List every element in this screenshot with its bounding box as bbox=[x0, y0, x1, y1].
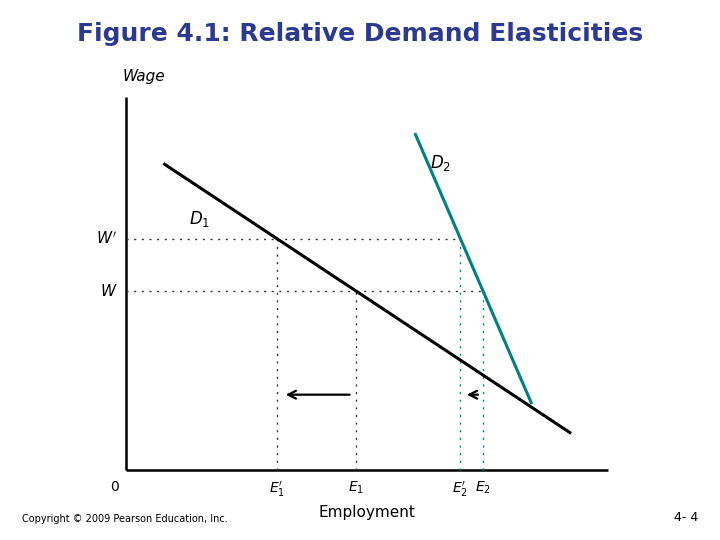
Text: $E_2'$: $E_2'$ bbox=[452, 480, 469, 499]
Text: $D_2$: $D_2$ bbox=[430, 153, 451, 173]
Text: Employment: Employment bbox=[319, 505, 415, 520]
Text: $W$: $W$ bbox=[100, 283, 117, 299]
Text: Wage: Wage bbox=[122, 69, 165, 84]
Text: $D_1$: $D_1$ bbox=[189, 209, 210, 229]
Text: 0: 0 bbox=[110, 480, 119, 494]
Text: $E_2$: $E_2$ bbox=[475, 480, 491, 496]
Text: $W'$: $W'$ bbox=[96, 231, 117, 247]
Text: Copyright © 2009 Pearson Education, Inc.: Copyright © 2009 Pearson Education, Inc. bbox=[22, 514, 228, 524]
Text: $E_1'$: $E_1'$ bbox=[269, 480, 285, 499]
Text: $E_1$: $E_1$ bbox=[348, 480, 364, 496]
Text: Figure 4.1: Relative Demand Elasticities: Figure 4.1: Relative Demand Elasticities bbox=[77, 22, 643, 45]
Text: 4- 4: 4- 4 bbox=[674, 511, 698, 524]
